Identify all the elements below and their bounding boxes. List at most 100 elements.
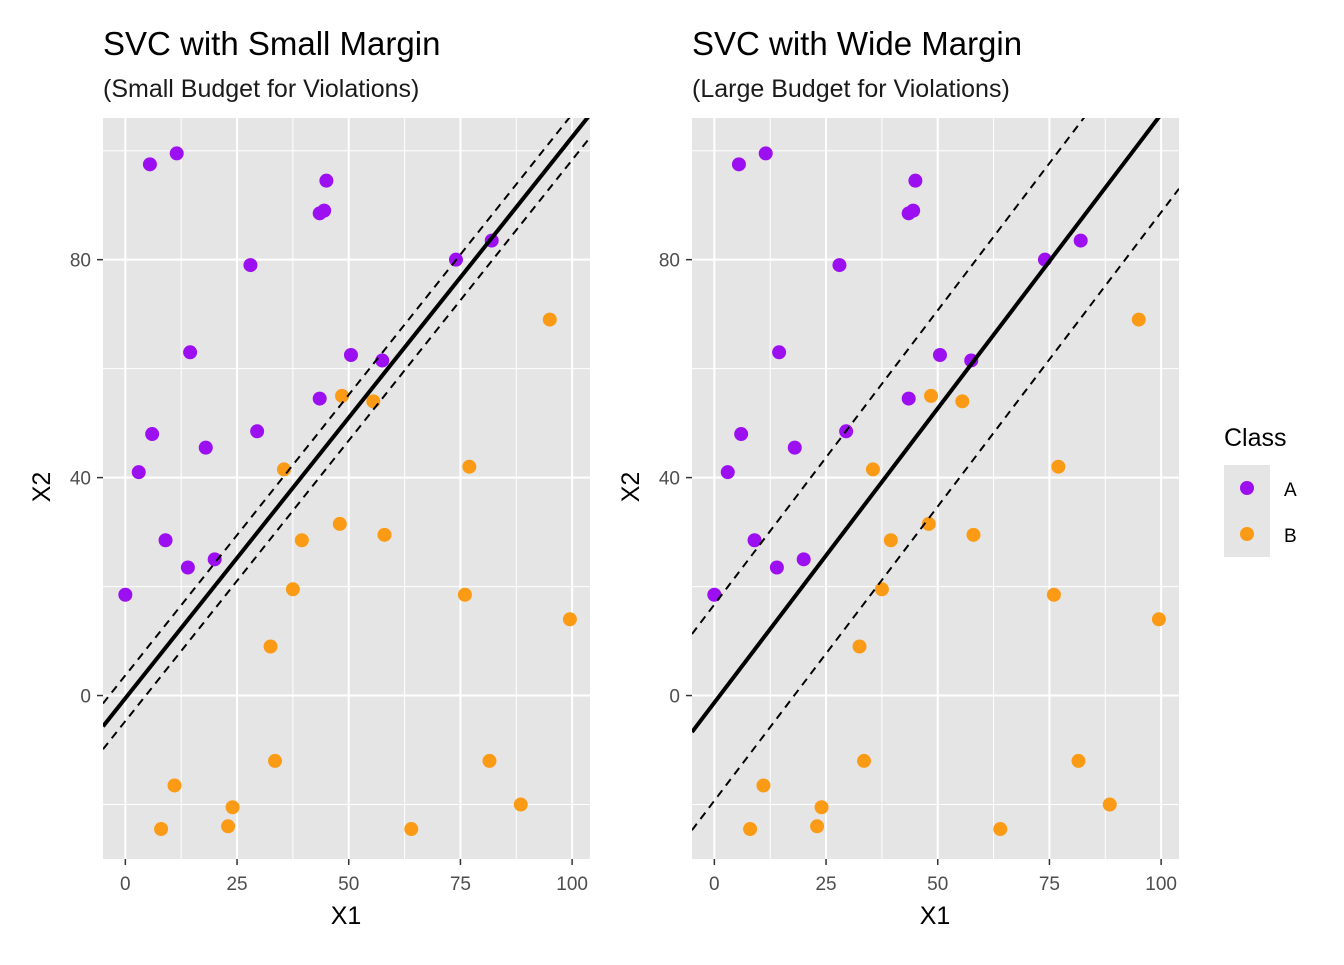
panel-1-point-class-b [263,639,278,654]
panel-1-point-class-b [457,587,472,602]
panel-1-x-tick-label: 100 [556,874,588,895]
panel-2-point-class-a [901,391,916,406]
panel-1-points [118,146,577,837]
panel-2-point-class-a [720,465,735,480]
panel-1-point-class-a [343,348,358,363]
panel-1-point-class-b [542,312,557,327]
panel-1-point-class-b [366,394,381,409]
legend-key-a-marker [1240,481,1254,495]
panel-2-y-tick-label: 80 [659,251,680,272]
panel-1-point-class-a [158,533,173,548]
panel-1-margin-upper-line [103,118,571,705]
panel-1-x-axis-title: X1 [331,902,362,930]
panel-2-point-class-a [758,146,773,161]
panel-2-points [707,146,1166,837]
panel-1-plot: 0 25 50 75 100 0 40 80 [70,118,590,895]
panel-2-point-class-b [993,822,1008,837]
panel-2-point-class-b [1102,797,1117,812]
panel-1-x-tick-label: 0 [120,874,131,895]
legend-title: Class [1224,424,1287,452]
panel-1-point-class-b [562,612,577,627]
panel-2-point-class-b [1046,587,1061,602]
panel-1-point-class-b [167,778,182,793]
panel-1-point-class-b [154,822,169,837]
panel-1-point-class-b [332,516,347,531]
panel-2-point-class-b [966,527,981,542]
panel-1-x-tick-label: 75 [450,874,471,895]
panel-1-point-class-b [268,753,283,768]
panel-1-point-class-b [225,800,240,815]
panel-1-point-class-b [221,819,236,834]
panel-2-point-class-a [734,427,749,442]
panel-1-title: SVC with Small Margin [103,25,440,62]
panel-2-plot: 0 25 50 75 100 0 40 80 [659,118,1179,895]
panel-2-x-tick-label: 0 [709,874,720,895]
panel-2-point-class-a [832,258,847,273]
panel-1-point-class-b [462,459,477,474]
panel-2-point-class-a [787,440,802,455]
panel-2-point-class-b [921,516,936,531]
panel-2-point-class-b [1151,612,1166,627]
panel-1-margin-lower-line [103,136,590,750]
panel-2-point-class-b [1071,753,1086,768]
panel-2-background [692,118,1179,859]
panel-2-x-tick-label: 50 [927,874,948,895]
panel-1-point-class-b [335,388,350,403]
legend-label-b: B [1284,526,1297,547]
panel-1-point-class-b [482,753,497,768]
panel-2-point-class-b [743,822,758,837]
panel-1-hyperplane-line [103,118,590,728]
panel-1-point-class-b [285,582,300,597]
panel-1-point-class-a [145,427,160,442]
panel-1-point-class-b [294,533,309,548]
panel-1-hyperplane-group [103,118,590,750]
panel-1-point-class-a [375,353,390,368]
panel-2-subtitle: (Large Budget for Violations) [692,75,1010,103]
panel-1-point-class-b [513,797,528,812]
panel-2-point-class-b [883,533,898,548]
panel-1-y-axis-title: X2 [28,472,56,503]
panel-2-x-tick-label: 25 [815,874,836,895]
panel-2-point-class-a [796,552,811,567]
panel-2-x-tick-label: 100 [1145,874,1177,895]
panel-1-point-class-a [319,173,334,188]
panel-1-point-class-a [250,424,265,439]
panel-2-y-axis-title: X2 [617,472,645,503]
panel-2-point-class-a [772,345,787,360]
panel-1-point-class-a [183,345,198,360]
panel-1-point-class-a [243,258,258,273]
panel-2-point-class-b [1131,312,1146,327]
panel-2-point-class-b [814,800,829,815]
panel-2-point-class-a [1073,233,1088,248]
panel-2-y-tick-label: 0 [669,687,680,708]
panel-1-y-tick-label: 80 [70,251,91,272]
panel-1-subtitle: (Small Budget for Violations) [103,75,419,103]
panel-2-point-class-b [810,819,825,834]
legend-label-a: A [1284,480,1297,501]
panel-1-point-class-a [142,157,157,172]
panel-2-point-class-a [908,173,923,188]
panel-1-y-tick-label: 40 [70,469,91,490]
panel-2-point-class-b [955,394,970,409]
panel-1-point-class-b [377,527,392,542]
panel-1-point-class-b [404,822,419,837]
panel-1-x-tick-label: 25 [226,874,247,895]
panel-2-point-class-b [756,778,771,793]
panel-2-point-class-a [707,587,722,602]
panel-2-point-class-b [874,582,889,597]
panel-2-point-class-b [857,753,872,768]
panel-2-point-class-a [769,560,784,575]
panel-1-point-class-a [180,560,195,575]
panel-2-point-class-a [747,533,762,548]
panel-1-background [103,118,590,859]
legend-key-b-marker [1240,527,1254,541]
panel-1-point-class-a [312,391,327,406]
panel-1-point-class-a [207,552,222,567]
panel-2-title: SVC with Wide Margin [692,25,1022,62]
panel-1-point-class-a [198,440,213,455]
panel-2-point-class-a [932,348,947,363]
panel-2-point-class-a [906,203,921,218]
panel-2-hyperplane-group [692,118,1179,831]
panel-2-point-class-b [924,388,939,403]
panel-1-point-class-a [131,465,146,480]
